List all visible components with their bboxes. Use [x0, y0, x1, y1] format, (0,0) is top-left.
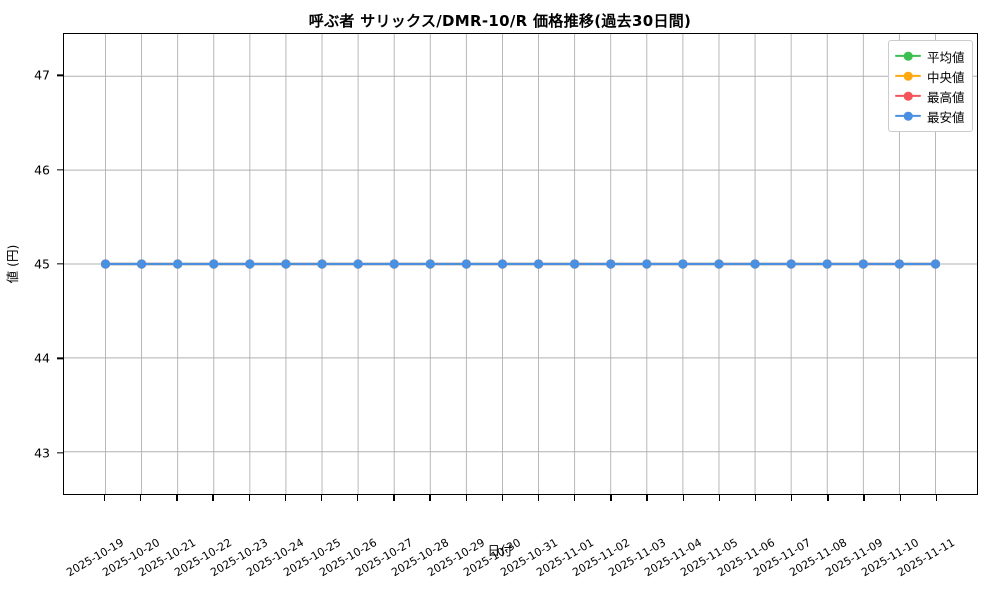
legend-label: 最高値: [927, 89, 965, 105]
data-point: [786, 259, 796, 269]
data-point: [606, 259, 616, 269]
series-lines: [100, 259, 941, 269]
data-point: [389, 259, 399, 269]
x-tick-mark: [393, 495, 395, 501]
x-tick-mark: [465, 495, 467, 501]
data-point: [822, 259, 832, 269]
y-tick-mark: [57, 451, 63, 454]
legend-label: 平均値: [927, 49, 965, 65]
data-point: [497, 259, 508, 269]
x-tick-mark: [899, 495, 901, 501]
legend-marker-icon: [895, 69, 921, 83]
legend-item-1[interactable]: 平均値: [895, 46, 965, 66]
series-4: [100, 259, 941, 269]
legend-marker-icon: [895, 49, 921, 63]
data-point: [678, 259, 688, 269]
x-tick-mark: [248, 495, 250, 501]
data-point: [894, 259, 905, 269]
data-point: [209, 259, 219, 269]
x-tick-mark: [537, 495, 540, 501]
data-point: [461, 259, 471, 269]
x-tick-mark: [501, 495, 504, 501]
y-tick-mark: [57, 263, 63, 265]
plot-area: [63, 33, 978, 495]
data-point: [281, 259, 291, 269]
x-tick-mark: [827, 495, 829, 501]
y-tick-label: 46: [34, 162, 50, 178]
data-point: [642, 259, 652, 269]
legend-marker-icon: [895, 109, 921, 123]
data-point: [245, 259, 255, 269]
data-point: [425, 259, 435, 269]
x-tick-mark: [863, 495, 865, 501]
x-tick-mark: [284, 495, 287, 501]
legend-label: 最安値: [927, 109, 965, 125]
x-axis: 2025-10-19 2025-10-20 2025-10-21 2025-10-22…: [63, 495, 978, 600]
y-axis: 43 44 45 46 47: [0, 33, 63, 495]
y-tick-label: 44: [34, 350, 50, 366]
data-point: [533, 259, 544, 269]
data-point: [858, 259, 868, 269]
legend-marker-icon: [895, 89, 921, 103]
data-point: [173, 259, 183, 269]
x-tick-mark: [935, 495, 938, 501]
chart-title: 呼ぶ者 サリックス/DMR-10/R 価格推移(過去30日間): [308, 12, 692, 30]
y-tick-mark: [57, 74, 63, 77]
data-point: [136, 259, 147, 269]
x-tick-mark: [791, 495, 793, 501]
data-point: [930, 259, 941, 269]
legend-label: 中央値: [927, 69, 965, 85]
data-point: [570, 259, 580, 269]
x-tick-mark: [103, 495, 106, 501]
x-tick-mark: [610, 495, 612, 501]
x-tick-mark: [718, 495, 721, 501]
legend-item-2[interactable]: 中央値: [895, 66, 965, 86]
y-tick-label: 45: [34, 256, 50, 272]
legend-item-3[interactable]: 最高値: [895, 86, 965, 106]
x-tick-mark: [212, 495, 214, 501]
x-tick-mark: [429, 495, 431, 501]
data-point: [353, 259, 363, 269]
x-tick-mark: [320, 495, 323, 501]
chart-legend: 平均値中央値最高値最安値: [888, 40, 973, 132]
y-tick-label: 43: [34, 445, 50, 461]
x-tick-mark: [176, 495, 178, 501]
x-axis-label: 日付: [487, 543, 513, 558]
x-tick-mark: [754, 495, 757, 501]
data-point: [714, 259, 724, 269]
x-tick-mark: [574, 495, 576, 501]
x-tick-mark: [646, 495, 648, 501]
legend-item-4[interactable]: 最安値: [895, 106, 965, 126]
x-tick-mark: [682, 495, 684, 501]
x-tick-mark: [140, 495, 142, 501]
y-tick-mark: [57, 357, 63, 359]
data-point: [317, 259, 327, 269]
data-point: [750, 259, 760, 269]
x-tick-mark: [357, 495, 359, 501]
y-tick-mark: [57, 169, 63, 171]
y-tick-label: 47: [34, 67, 50, 83]
data-point: [100, 259, 111, 269]
